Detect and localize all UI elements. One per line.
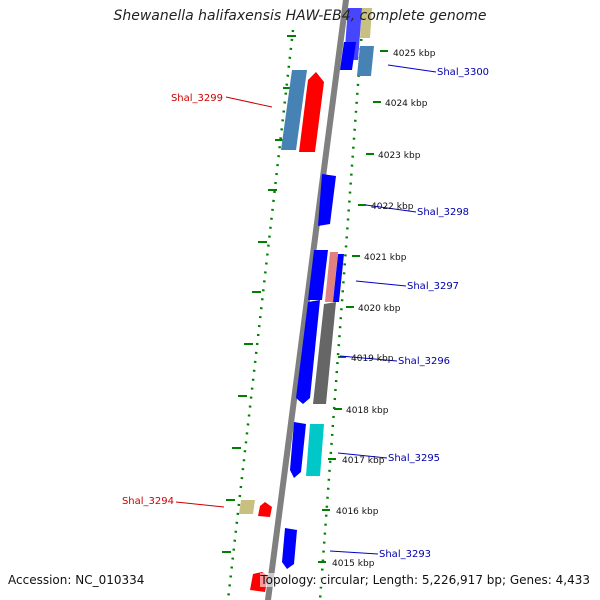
map-title: Shewanella halifaxensis HAW-EB4, complet… [113,8,487,24]
inner-tick-ring [226,29,295,600]
gene-label-shal-3294[interactable]: Shal_3294 [122,496,174,507]
label-pointers [175,64,437,555]
gene-shal-3295[interactable] [306,424,324,476]
gene-shal-3299-steel[interactable] [281,70,307,150]
kbp-label-4017: 4017 kbp [342,456,385,466]
gene-blocks [239,8,374,592]
gene-shal-3298[interactable] [318,174,336,226]
kbp-label-4020: 4020 kbp [358,304,401,314]
gene-shal-3296-blue[interactable] [296,300,320,404]
gene-shal-3300[interactable] [357,46,374,76]
gene-label-shal-3297[interactable]: Shal_3297 [407,281,459,292]
gene-shal-3295-blue[interactable] [290,422,306,478]
gene-label-shal-3299[interactable]: Shal_3299 [171,93,223,104]
gene-shal-3294[interactable] [258,502,272,517]
kbp-label-4025: 4025 kbp [393,49,436,59]
gene-shal-3296[interactable] [313,302,336,404]
accession-text: Accession: NC_010334 [8,573,145,587]
kbp-label-4018: 4018 kbp [346,406,389,416]
summary-text: Topology: circular; Length: 5,226,917 bp… [260,573,590,587]
kbp-label-4016: 4016 kbp [336,507,379,517]
gene-label-shal-3293[interactable]: Shal_3293 [379,549,431,560]
kbp-label-4015: 4015 kbp [332,559,375,569]
kbp-label-4019: 4019 kbp [351,354,394,364]
gene-shal-3294-khaki[interactable] [239,500,255,514]
gene-label-shal-3298[interactable]: Shal_3298 [417,207,469,218]
gene-shal-3299[interactable] [299,72,324,152]
gene-label-shal-3295[interactable]: Shal_3295 [388,453,440,464]
genome-backbone [265,0,349,600]
gene-shal-3293[interactable] [282,528,297,569]
gene-shal-3297[interactable] [333,254,344,302]
gene-shal-3297-blue[interactable] [308,250,328,300]
gene-label-shal-3300[interactable]: Shal_3300 [437,67,489,78]
kbp-label-4023: 4023 kbp [378,151,421,161]
kbp-label-4024: 4024 kbp [385,99,428,109]
gene-forward-top[interactable] [340,42,356,70]
gene-shal-3300-block[interactable] [360,8,372,38]
kbp-label-4021: 4021 kbp [364,253,407,263]
gene-label-shal-3296[interactable]: Shal_3296 [398,356,450,367]
kbp-label-4022: 4022 kbp [371,202,414,212]
gene-shal-3297-pink[interactable] [325,252,338,302]
major-ticks [222,35,388,563]
